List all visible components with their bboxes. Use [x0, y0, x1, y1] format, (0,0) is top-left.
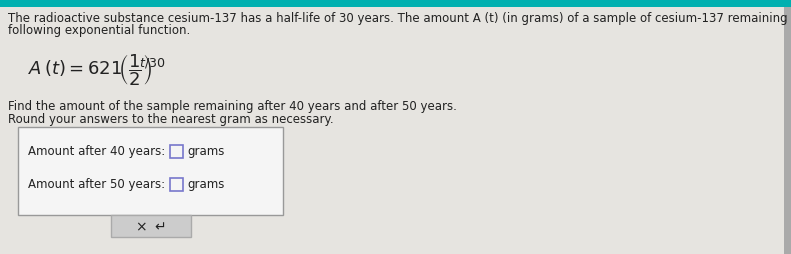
FancyBboxPatch shape [784, 0, 791, 254]
FancyBboxPatch shape [170, 145, 183, 158]
FancyBboxPatch shape [18, 128, 283, 215]
Text: The radioactive substance cesium-137 has a half-life of 30 years. The amount A (: The radioactive substance cesium-137 has… [8, 12, 791, 25]
FancyBboxPatch shape [170, 178, 183, 191]
FancyBboxPatch shape [111, 215, 191, 237]
Text: Round your answers to the nearest gram as necessary.: Round your answers to the nearest gram a… [8, 113, 334, 125]
Text: ×: × [134, 219, 146, 233]
Text: ↵: ↵ [155, 219, 166, 233]
Text: following exponential function.: following exponential function. [8, 24, 191, 37]
Text: Amount after 40 years:: Amount after 40 years: [28, 145, 165, 158]
Text: Amount after 50 years:: Amount after 50 years: [28, 178, 165, 191]
Text: grams: grams [187, 178, 225, 191]
Text: grams: grams [187, 145, 225, 158]
FancyBboxPatch shape [0, 0, 791, 8]
Text: $A\,(t) = 621\!\left(\dfrac{1}{2}\right)^{\!\!\!\!\!\!\!\!\;t/30}$: $A\,(t) = 621\!\left(\dfrac{1}{2}\right)… [28, 52, 166, 87]
Text: Find the amount of the sample remaining after 40 years and after 50 years.: Find the amount of the sample remaining … [8, 100, 457, 113]
FancyBboxPatch shape [784, 0, 791, 8]
